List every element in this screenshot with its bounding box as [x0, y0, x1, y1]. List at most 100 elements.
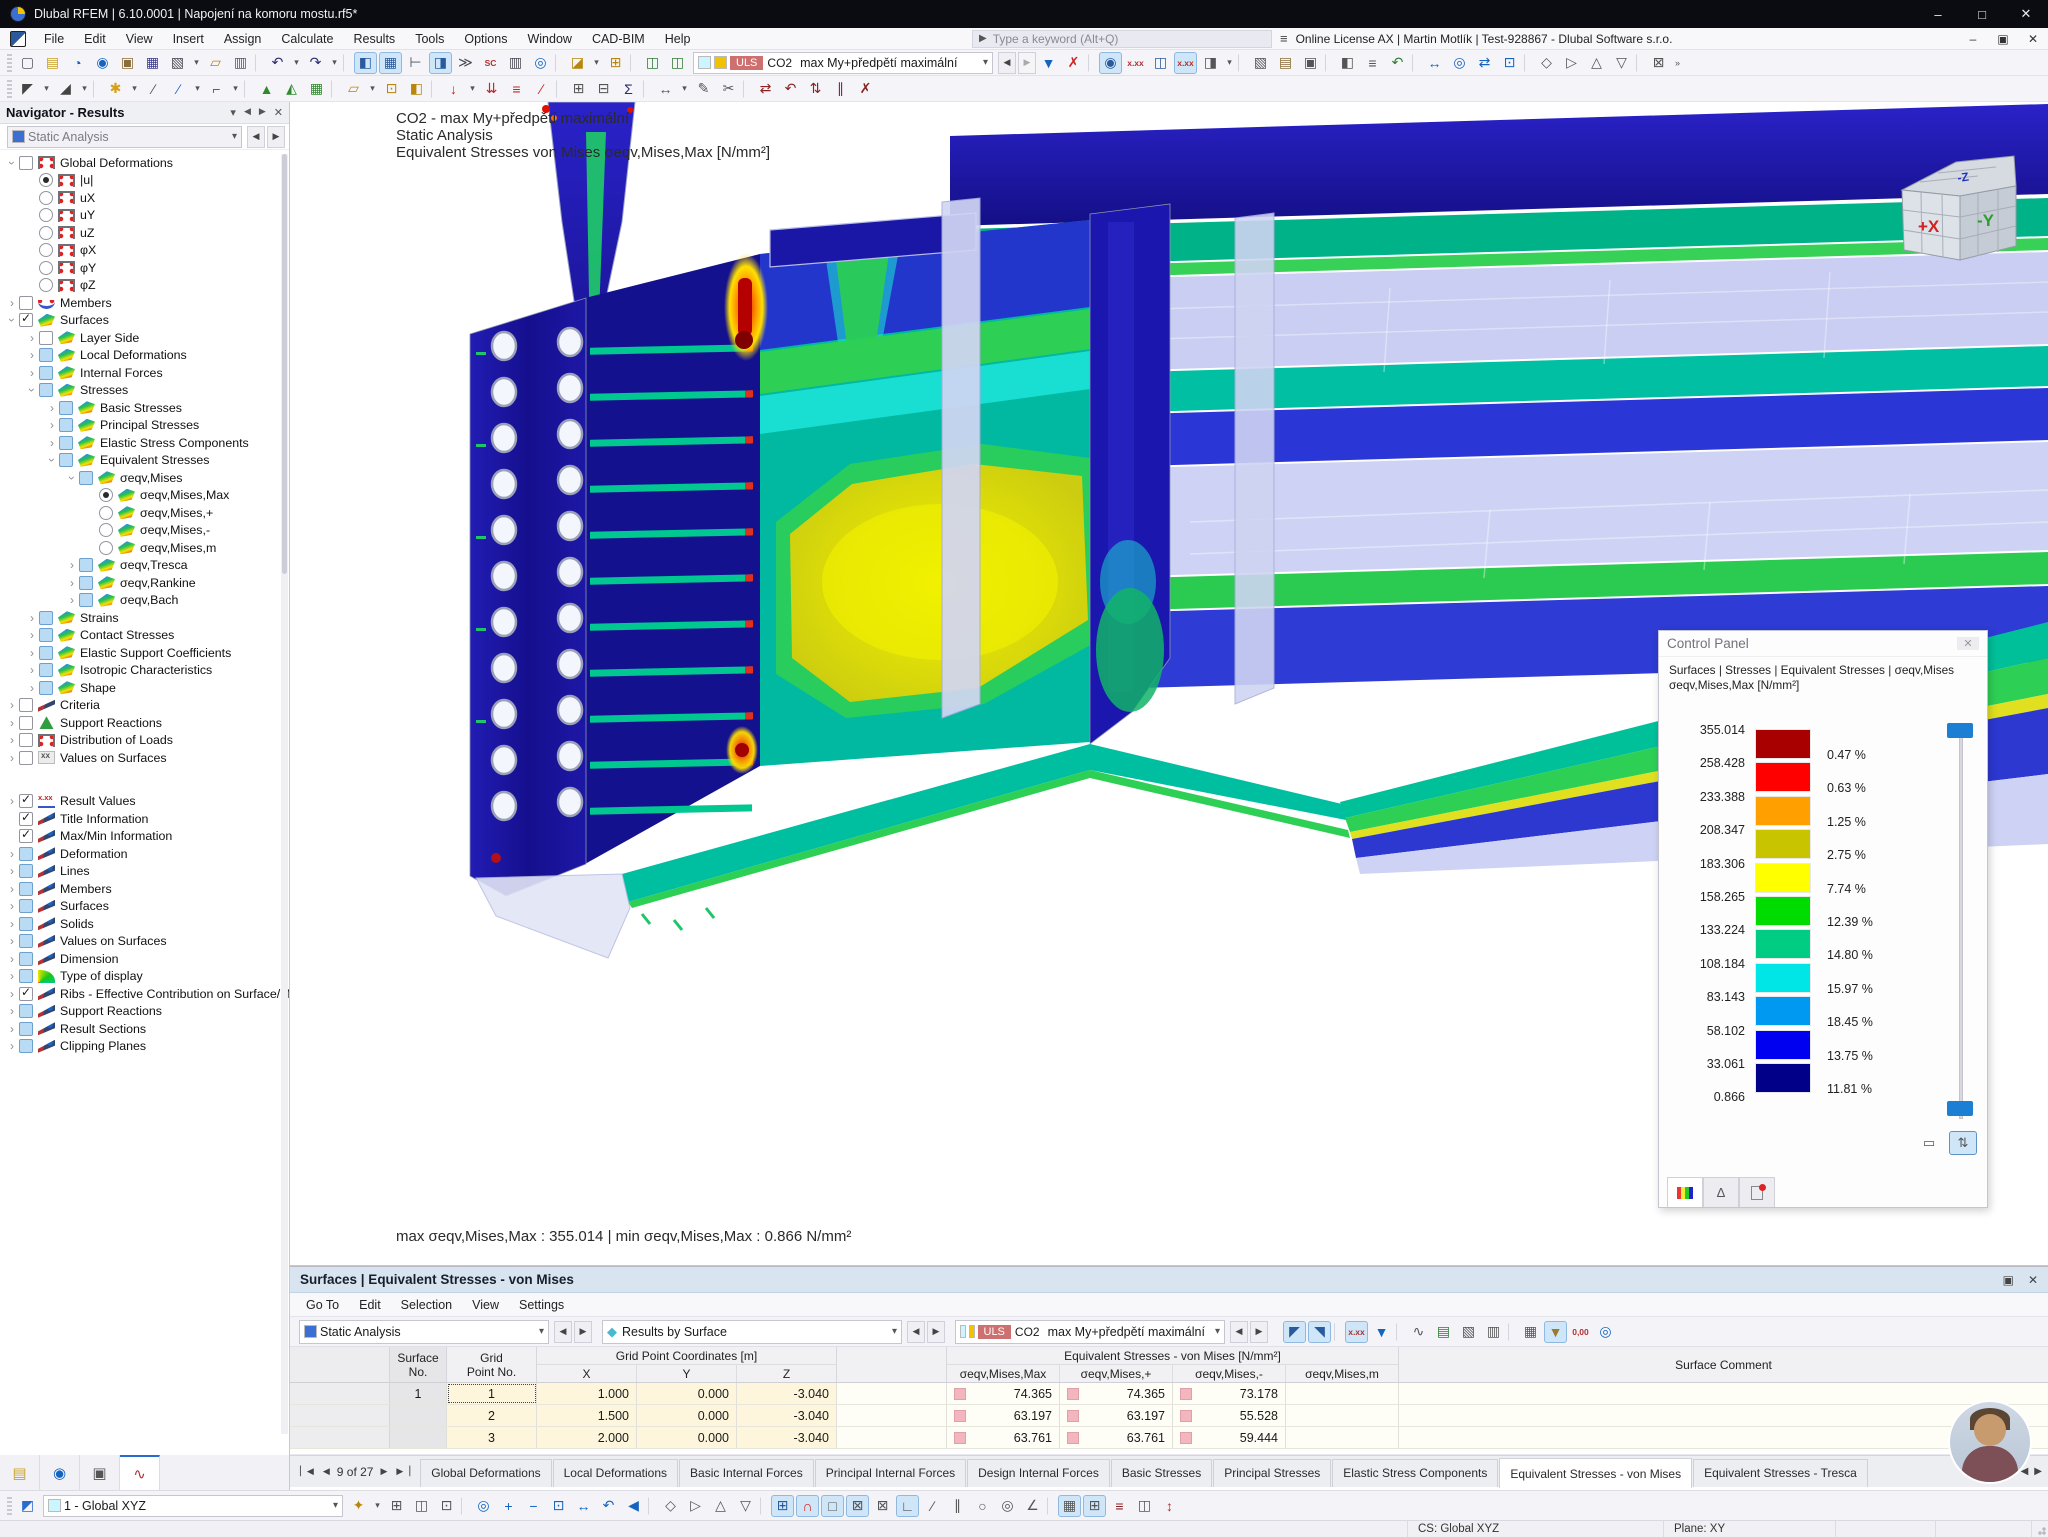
- table-tab[interactable]: Basic Internal Forces: [679, 1459, 814, 1487]
- menu-item[interactable]: Assign: [223, 31, 262, 46]
- menu-item[interactable]: Options: [464, 31, 508, 46]
- tree-item-control[interactable]: [39, 680, 53, 695]
- opening-icon[interactable]: ⊡: [385, 80, 398, 96]
- pan-view-icon[interactable]: ↔: [576, 1497, 591, 1514]
- expander-icon[interactable]: [25, 367, 39, 379]
- redo-icon[interactable]: ↷: [309, 54, 322, 70]
- dropdown-arrow[interactable]: ▾: [233, 83, 238, 93]
- open-model-icon[interactable]: ▤: [45, 54, 60, 70]
- tables-toggle-icon[interactable]: ▦: [379, 51, 402, 74]
- previous-view-icon[interactable]: ◀: [628, 1497, 639, 1513]
- tree-item-control[interactable]: [79, 593, 93, 608]
- tree-item[interactable]: Type of display: [0, 968, 289, 986]
- analysis-prev-button[interactable]: ◀: [247, 125, 265, 148]
- menu-item[interactable]: Edit: [84, 31, 106, 46]
- chevron-down-icon[interactable]: ▾: [982, 57, 988, 68]
- tree-item[interactable]: σeqv,Mises,Max: [0, 487, 289, 505]
- sigma-m-cell[interactable]: [1286, 1383, 1399, 1404]
- tree-item-control[interactable]: [39, 365, 53, 380]
- tree-item-control[interactable]: [99, 523, 113, 538]
- tree-item[interactable]: σeqv,Mises: [0, 469, 289, 487]
- values-on-surfaces-icon[interactable]: x.xx: [1174, 51, 1197, 74]
- chevron-down-icon[interactable]: ▾: [1214, 1326, 1220, 1337]
- tree-item[interactable]: Local Deformations: [0, 347, 289, 365]
- add-to-report-icon[interactable]: ▤: [1278, 54, 1293, 70]
- navigator-next-icon[interactable]: ▶: [258, 106, 266, 116]
- y-cell[interactable]: 0.000: [637, 1405, 737, 1426]
- snap-parallel-icon[interactable]: ∥: [954, 1497, 961, 1513]
- tree-item-control[interactable]: [79, 575, 93, 590]
- zoom-out-icon[interactable]: −: [529, 1497, 538, 1514]
- x-cell[interactable]: 1.500: [537, 1405, 637, 1426]
- table-menu-item[interactable]: Selection: [400, 1297, 453, 1312]
- tree-item[interactable]: Clipping Planes: [0, 1038, 289, 1056]
- tree-item-control[interactable]: [99, 540, 113, 555]
- line-icon[interactable]: ∕: [152, 80, 155, 97]
- tree-item[interactable]: Criteria: [0, 697, 289, 715]
- tree-item-control[interactable]: [39, 383, 53, 398]
- separator[interactable]: [1524, 53, 1531, 72]
- snap-box-icon[interactable]: ⊠: [876, 1497, 889, 1513]
- tree-item[interactable]: Solids: [0, 915, 289, 933]
- tree-item-control[interactable]: [19, 985, 33, 1001]
- sigma-minus-cell[interactable]: 55.528: [1173, 1405, 1286, 1426]
- navigator-prev-icon[interactable]: ◀: [243, 106, 251, 116]
- table-prev-case[interactable]: ◀: [1230, 1320, 1248, 1343]
- tree-item[interactable]: Distribution of Loads: [0, 732, 289, 750]
- filter-loading-icon[interactable]: ▼: [1041, 54, 1056, 71]
- tree-item-control[interactable]: [39, 243, 53, 258]
- divide-icon[interactable]: ∥: [837, 80, 844, 96]
- tree-item-control[interactable]: [19, 810, 33, 826]
- mirror-copy-icon[interactable]: ⇅: [809, 80, 822, 96]
- comment-cell[interactable]: [1399, 1383, 2048, 1404]
- mdi-minimize-button[interactable]: –: [1969, 31, 1977, 46]
- cube-z-label[interactable]: -Z: [1956, 170, 1969, 185]
- table-tab[interactable]: Equivalent Stresses - von Mises: [1499, 1458, 1693, 1488]
- tree-item[interactable]: Support Reactions: [0, 1003, 289, 1021]
- tree-item-control[interactable]: [39, 190, 53, 205]
- edit-plane-icon[interactable]: ⊞: [609, 54, 622, 70]
- snap-circle-icon[interactable]: ○: [978, 1497, 987, 1514]
- tree-item-control[interactable]: [39, 645, 53, 660]
- table-menu-item[interactable]: Edit: [359, 1297, 381, 1312]
- sync-table-selection-icon[interactable]: ◥: [1308, 1320, 1331, 1343]
- table-tab[interactable]: Equivalent Stresses - Tresca: [1693, 1459, 1868, 1487]
- expander-icon[interactable]: [5, 848, 19, 860]
- dimension-icon[interactable]: ↔: [658, 80, 673, 97]
- expander-icon[interactable]: [5, 918, 19, 930]
- tree-item[interactable]: σeqv,Bach: [0, 592, 289, 610]
- expander-icon[interactable]: [5, 988, 19, 1000]
- clipping-box-icon[interactable]: ⊠: [1652, 54, 1665, 70]
- tree-item[interactable]: Strains: [0, 609, 289, 627]
- table-tab[interactable]: Principal Stresses: [1213, 1459, 1332, 1487]
- expander-icon[interactable]: [5, 297, 19, 309]
- scale-options-button[interactable]: ⇅: [1949, 1131, 1977, 1155]
- print-graphic-icon[interactable]: ▧: [1253, 54, 1268, 70]
- view-x-icon[interactable]: ▷: [690, 1497, 701, 1513]
- table-prev-analysis[interactable]: ◀: [554, 1320, 572, 1343]
- tree-item[interactable]: Lines: [0, 863, 289, 881]
- tree-item[interactable]: Global Deformations: [0, 154, 289, 172]
- y-cell[interactable]: 0.000: [637, 1383, 737, 1404]
- rotate-copy-icon[interactable]: ↶: [784, 80, 797, 96]
- visibility-window-icon[interactable]: ⊞: [390, 1497, 403, 1513]
- tree-item-control[interactable]: [39, 628, 53, 643]
- tree-item[interactable]: σeqv,Tresca: [0, 557, 289, 575]
- toolbar-grip[interactable]: [7, 1496, 12, 1515]
- plane-lock-icon[interactable]: ◫: [1137, 1497, 1152, 1513]
- table-tab[interactable]: Design Internal Forces: [967, 1459, 1110, 1487]
- chevron-down-icon[interactable]: ▾: [332, 1500, 338, 1511]
- tab-color-scale[interactable]: [1667, 1177, 1703, 1207]
- tree-item[interactable]: Shape: [0, 679, 289, 697]
- separator[interactable]: [244, 79, 251, 98]
- tree-item-control[interactable]: [39, 330, 53, 345]
- expander-icon[interactable]: [5, 734, 19, 746]
- comment-icon[interactable]: ✎: [697, 80, 710, 96]
- table-search-icon[interactable]: ◎: [1599, 1323, 1612, 1339]
- tree-item-control[interactable]: [39, 278, 53, 293]
- control-panel-close-icon[interactable]: ✕: [1957, 637, 1979, 650]
- separator[interactable]: [255, 53, 262, 72]
- sigma-plus-cell[interactable]: 74.365: [1060, 1383, 1173, 1404]
- table-dock-icon[interactable]: ▣: [2002, 1272, 2014, 1287]
- display-properties-icon[interactable]: ≡: [1368, 54, 1377, 71]
